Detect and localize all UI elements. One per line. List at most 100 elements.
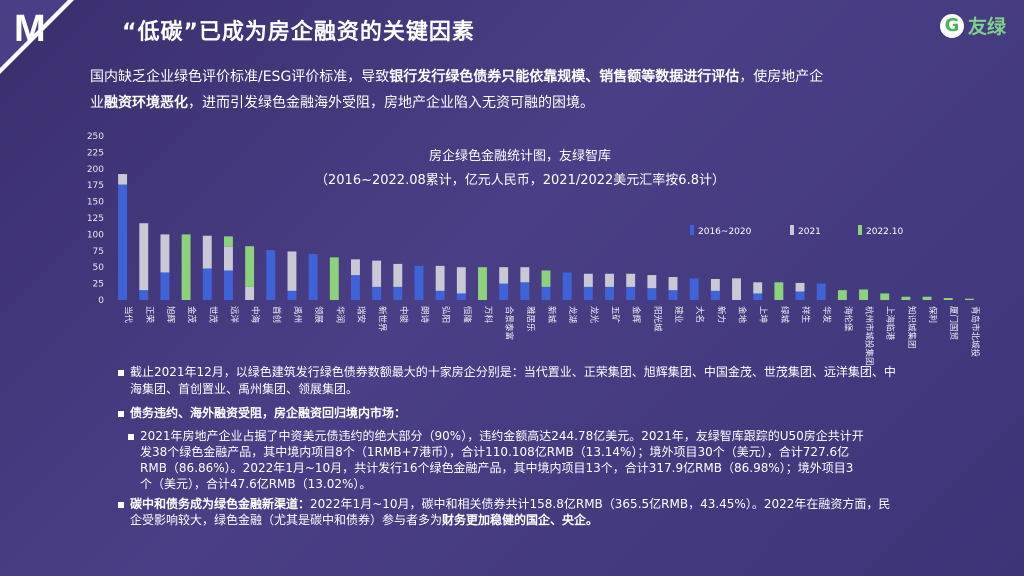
bar-segment	[414, 265, 424, 300]
bar-segment	[245, 286, 255, 300]
bar-segment	[456, 267, 466, 294]
x-tick-label: 万科	[482, 306, 493, 324]
y-tick-label: 150	[87, 198, 104, 208]
intro-text-2: ，使房地产企	[739, 69, 824, 85]
x-tick-label: 远洋	[228, 306, 239, 324]
bar-segment	[287, 251, 297, 291]
bar-segment	[689, 278, 699, 300]
green-finance-bar-chart: 房企绿色金融统计图，友绿智库 （2016~2022.08累计，亿元人民币，202…	[87, 132, 981, 366]
bar-segment	[435, 265, 445, 291]
bar-segment	[710, 290, 720, 300]
y-tick-label: 75	[93, 247, 104, 257]
bar-segment	[393, 263, 403, 287]
bar-segment	[351, 275, 360, 300]
x-tick-label: 恒隆	[461, 306, 472, 324]
bar-segment	[139, 290, 149, 300]
bullet-3-text-l4: 个（美元），合计47.6亿RMB（13.02%）。	[140, 477, 372, 491]
bar-segment	[202, 268, 212, 300]
bar-segment	[308, 254, 318, 300]
corner-fill	[0, 0, 68, 68]
x-tick-label: 禹州	[292, 306, 303, 323]
x-tick-label: 阳光城	[652, 306, 663, 332]
bar-segment	[520, 282, 530, 300]
x-tick-label: 华发	[821, 306, 832, 324]
x-tick-label: 青岛市北城投	[969, 306, 980, 358]
bar-segment	[181, 234, 191, 300]
bar-segment	[118, 184, 128, 300]
bar-segment	[202, 235, 212, 269]
x-tick-label: 建业	[673, 306, 684, 323]
bar-segment	[223, 270, 233, 300]
x-tick-label: 新力	[715, 306, 726, 323]
bullet-square-icon	[118, 410, 124, 417]
bars-group	[118, 174, 974, 300]
x-tick-label: 世茂	[207, 306, 218, 324]
intro-text-1: 国内缺乏企业绿色评价标准/ESG评价标准，导致	[90, 69, 390, 85]
x-tick-label: 厦门国贸	[948, 306, 959, 340]
bullet-4-text-l2b: 财务更加稳健的国企、央企。	[442, 513, 599, 527]
logo-text: 友绿	[967, 16, 1006, 38]
x-tick-label: 五矿	[610, 306, 621, 324]
bar-segment	[160, 234, 170, 273]
bar-segment	[520, 267, 530, 283]
intro-text-4: ，进而引发绿色金融海外受阻，房地产企业陷入无资可融的困境。	[188, 95, 594, 111]
x-tick-label: 绿城	[779, 306, 790, 324]
x-tick-label: 新城	[546, 306, 557, 324]
x-tick-label: 首创	[271, 306, 282, 323]
bar-segment	[647, 288, 657, 300]
bar-segment	[393, 286, 403, 300]
bullet-3-text-l1: 2021年房地产企业占据了中资美元债违约的绝大部分（90%），违约金额高达244…	[140, 429, 864, 443]
bar-segment	[372, 260, 382, 287]
intro-paragraph: 国内缺乏企业绿色评价标准/ESG评价标准，导致银行发行绿色债券只能依靠规模、销售…	[90, 64, 990, 116]
x-tick-label: 领展	[313, 306, 324, 324]
x-tick-label: 龙湖	[567, 306, 578, 323]
intro-bold-2: 融资环境恶化	[104, 95, 188, 111]
bar-segment	[816, 283, 826, 300]
intro-bold-1: 银行发行绿色债券只能依靠规模、销售额等数据进行评估	[389, 69, 740, 85]
bar-segment	[837, 290, 847, 300]
bar-segment	[605, 286, 614, 300]
bullet-3-text-l3: RMB（86.86%）。2022年1月~10月，共计发行16个绿色金融产品，其中…	[140, 461, 854, 475]
bar-segment	[710, 279, 720, 291]
y-tick-label: 25	[93, 280, 104, 290]
bar-segment	[964, 298, 974, 300]
y-tick-label: 250	[87, 132, 104, 142]
bar-segment	[329, 257, 339, 300]
legend-swatch	[790, 225, 794, 235]
x-tick-label: 中海	[250, 306, 261, 324]
chart-title: 房企绿色金融统计图，友绿智库	[429, 148, 611, 164]
x-tick-label: 祥生	[800, 306, 811, 324]
x-tick-label: 金茂	[186, 306, 197, 324]
x-tick-label: 当代	[123, 306, 134, 324]
bar-segment	[668, 277, 678, 291]
x-tick-label: 弘阳	[440, 306, 450, 323]
legend-swatch	[690, 225, 694, 235]
y-tick-label: 175	[87, 181, 104, 191]
x-tick-label: 正荣	[144, 306, 155, 324]
bar-segment	[626, 286, 636, 300]
bullet-2-text: 债务违约、海外融资受阻，房企融资回归境内市场：	[130, 406, 407, 420]
x-tick-label: 金地	[737, 306, 748, 324]
bar-segment	[880, 293, 890, 300]
bar-segment	[456, 293, 466, 300]
bar-segment	[795, 282, 805, 292]
bar-segment	[943, 298, 953, 300]
bullet-square-icon	[118, 501, 124, 508]
x-tick-label: 中骏	[398, 306, 409, 324]
bar-segment	[562, 272, 572, 300]
bullet-3: 2021年房地产企业占据了中资美元债违约的绝大部分（90%），违约金额高达244…	[128, 428, 978, 492]
y-tick-label: 225	[87, 148, 104, 158]
bar-segment	[583, 286, 593, 300]
y-tick-label: 100	[87, 230, 104, 240]
bar-segment	[351, 259, 360, 276]
x-tick-label: 知识城集团	[906, 306, 917, 349]
chart-subtitle: （2016~2022.08累计，亿元人民币，2021/2022美元汇率按6.8计…	[315, 172, 725, 188]
chart-legend: 2016~2020 2021 2022.10	[690, 225, 903, 237]
bar-segment	[753, 282, 763, 294]
bar-segment	[499, 267, 509, 284]
bar-segment	[372, 286, 382, 300]
bullet-1-text-l2: 海集团、首创置业、禹州集团、领展集团。	[130, 382, 359, 396]
x-tick-label: 瑞安	[355, 306, 366, 323]
legend-label: 2021	[798, 227, 821, 237]
y-axis: 0 25 50 75 100 125 150 175 200 225 250	[87, 132, 104, 306]
